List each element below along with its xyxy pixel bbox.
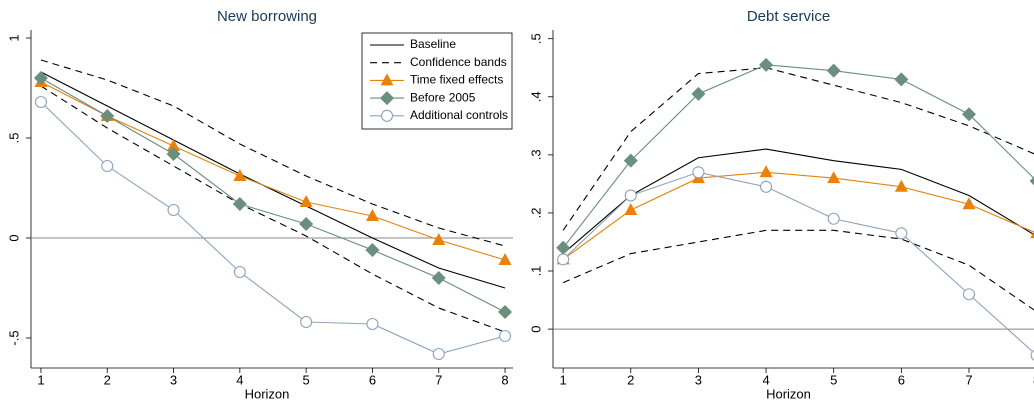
marker-diamond <box>759 57 774 72</box>
marker-triangle <box>1030 231 1034 239</box>
marker-circle <box>624 189 637 202</box>
y-tick-label: .5 <box>6 133 21 144</box>
marker-diamond <box>232 197 247 211</box>
marker-circle <box>300 315 313 329</box>
marker-circle <box>366 317 379 331</box>
marker-diamond <box>299 217 314 231</box>
marker-circle <box>557 253 570 266</box>
x-tick-label: 7 <box>965 372 972 387</box>
legend-label: Time fixed effects <box>410 73 503 87</box>
y-tick-label: .3 <box>528 149 543 160</box>
marker-diamond <box>556 240 571 255</box>
x-tick-label: 4 <box>762 372 769 387</box>
marker-triangle <box>432 233 446 245</box>
series-line <box>562 64 1034 249</box>
x-tick-label: 5 <box>830 372 837 387</box>
band-line <box>562 67 1034 231</box>
marker-diamond <box>961 107 976 122</box>
marker-triangle <box>299 195 313 207</box>
x-tick-label: 2 <box>627 372 634 387</box>
y-tick-label: 0 <box>6 234 21 241</box>
marker-triangle <box>759 165 773 178</box>
x-tick-label: 1 <box>37 372 44 387</box>
marker-circle <box>895 227 908 240</box>
marker-circle <box>167 203 180 217</box>
y-tick-label: .4 <box>528 91 543 102</box>
marker-circle <box>760 180 773 193</box>
y-tick-label: 1 <box>6 34 21 41</box>
band-line <box>40 85 506 333</box>
x-tick-label: 2 <box>104 372 111 387</box>
marker-circle <box>827 212 840 225</box>
y-tick-label: -.5 <box>6 330 21 345</box>
marker-circle <box>34 95 47 109</box>
legend-marker <box>380 73 394 86</box>
series-line <box>40 71 506 289</box>
marker-circle <box>1030 349 1034 361</box>
marker-diamond <box>826 63 841 78</box>
legend-label: Additional controls <box>410 108 508 122</box>
y-tick-label: .2 <box>528 208 543 219</box>
x-tick-label: 6 <box>369 372 376 387</box>
chart-title: New borrowing <box>217 8 317 25</box>
marker-diamond <box>431 271 446 285</box>
marker-triangle <box>894 179 908 192</box>
series-line <box>562 148 1034 255</box>
series-line <box>40 101 506 355</box>
marker-circle <box>692 166 705 179</box>
marker-diamond <box>691 86 706 101</box>
marker-diamond <box>33 71 48 85</box>
band-line <box>562 229 1034 311</box>
x-tick-label: 6 <box>898 372 905 387</box>
marker-diamond <box>1029 176 1034 186</box>
series-line <box>40 81 506 261</box>
marker-circle <box>432 347 445 361</box>
x-tick-label: 7 <box>435 372 442 387</box>
x-tick-label: 4 <box>236 372 243 387</box>
x-tick-label: 3 <box>170 372 177 387</box>
x-axis-label: Horizon <box>245 386 290 401</box>
marker-diamond <box>100 109 115 123</box>
marker-diamond <box>623 153 638 168</box>
marker-diamond <box>498 305 513 319</box>
marker-triangle <box>624 203 638 216</box>
marker-triangle <box>498 253 512 265</box>
x-tick-label: 5 <box>303 372 310 387</box>
marker-circle <box>962 288 976 301</box>
marker-diamond <box>166 147 181 161</box>
marker-diamond <box>365 243 380 257</box>
marker-triangle <box>167 139 181 151</box>
marker-triangle <box>365 209 379 221</box>
y-tick-label: 0 <box>528 325 543 332</box>
marker-triangle <box>827 171 841 184</box>
legend-label: Baseline <box>410 37 456 51</box>
marker-triangle <box>233 169 247 181</box>
series-line <box>562 171 1034 260</box>
chart-title: Debt service <box>747 8 830 25</box>
legend-label: Confidence bands <box>410 55 507 69</box>
series-line <box>40 77 506 313</box>
x-tick-label: 1 <box>560 372 567 387</box>
marker-circle <box>101 159 114 173</box>
band-line <box>40 59 506 247</box>
legend-marker <box>380 109 394 122</box>
marker-circle <box>498 329 512 343</box>
x-axis-label: Horizon <box>766 386 811 401</box>
marker-triangle <box>962 197 976 210</box>
legend-marker <box>380 91 394 106</box>
marker-circle <box>233 265 246 279</box>
marker-diamond <box>894 72 909 87</box>
legend-label: Before 2005 <box>410 90 476 104</box>
x-tick-label: 8 <box>501 372 508 387</box>
y-tick-label: .1 <box>528 266 543 277</box>
series-line <box>562 171 1034 354</box>
y-tick-label: .5 <box>528 33 543 44</box>
x-tick-label: 3 <box>695 372 702 387</box>
